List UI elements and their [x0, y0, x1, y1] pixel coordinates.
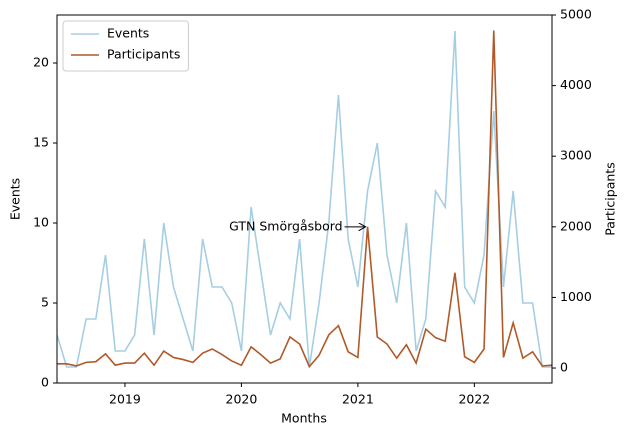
- y2-tick-label: 1000: [560, 289, 592, 304]
- y-tick-label: 15: [33, 135, 49, 150]
- y-tick-label: 0: [41, 375, 49, 390]
- y2-tick-label: 5000: [560, 7, 592, 22]
- y2-tick-label: 0: [560, 360, 568, 375]
- x-tick-label: 2020: [226, 392, 258, 407]
- y-tick-label: 20: [33, 55, 49, 70]
- legend-label: Events: [107, 26, 149, 41]
- y2-axis-label: Participants: [603, 162, 618, 235]
- series-line: [57, 30, 552, 368]
- y-tick-label: 5: [41, 295, 49, 310]
- x-axis-label: Months: [281, 411, 327, 426]
- y2-tick-label: 4000: [560, 77, 592, 92]
- y-axis-label: Events: [8, 178, 23, 220]
- y-tick-label: 10: [33, 215, 49, 230]
- y2-tick-label: 2000: [560, 218, 592, 233]
- annotation: GTN Smörgåsbord: [229, 218, 342, 233]
- series-line: [57, 30, 552, 369]
- x-tick-label: 2021: [342, 392, 374, 407]
- y2-tick-label: 3000: [560, 148, 592, 163]
- x-tick-label: 2022: [458, 392, 490, 407]
- x-tick-label: 2019: [109, 392, 141, 407]
- plot-frame: [56, 14, 553, 384]
- legend-label: Participants: [107, 47, 180, 62]
